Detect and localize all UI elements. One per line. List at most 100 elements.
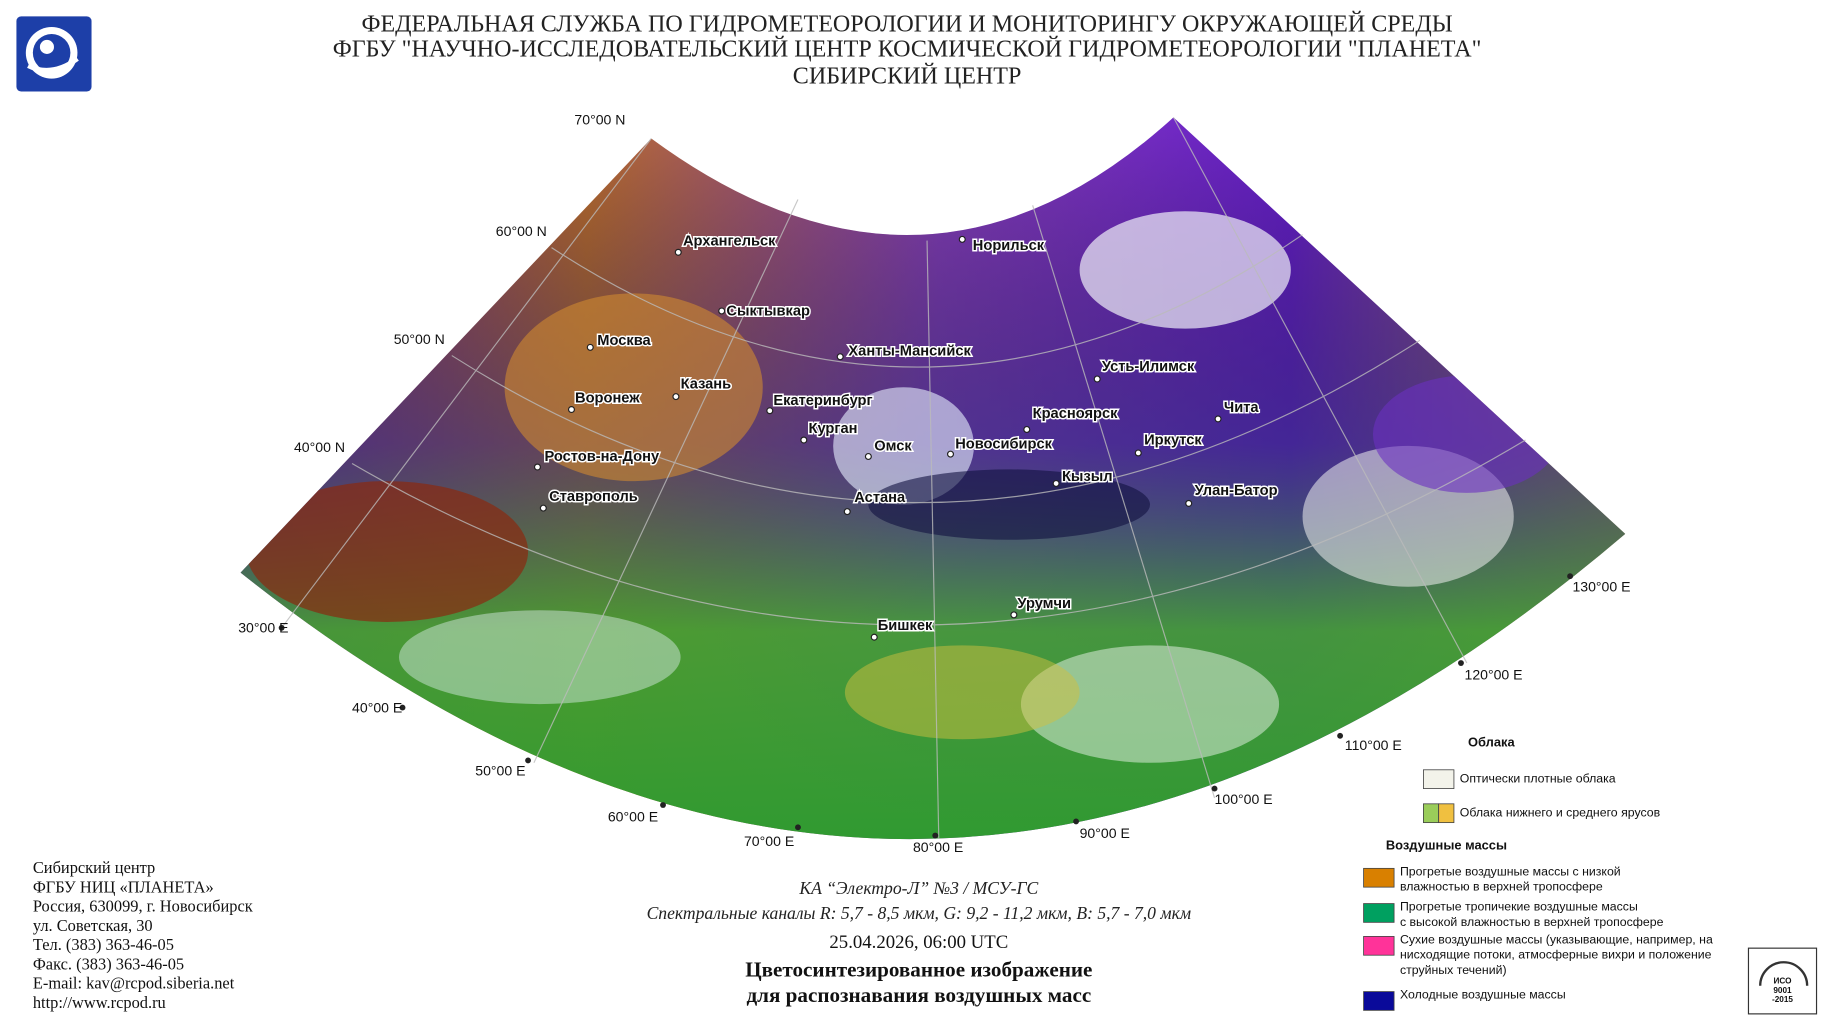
city-dot: [674, 248, 682, 256]
footer-line: ул. Советская, 30: [33, 916, 153, 935]
caption: КА “Электро-Л” №3 / МСУ-ГС Спектральные к…: [647, 878, 1191, 1007]
longitude-dot: [525, 757, 531, 764]
city-label: Ростов-на-Дону: [544, 449, 659, 465]
legend-label: Облака нижнего и среднего ярусов: [1460, 806, 1660, 820]
longitude-dot: [660, 802, 666, 808]
city-dot: [672, 393, 680, 401]
longitude-dot: [1211, 785, 1218, 792]
longitude-dot: [1567, 573, 1574, 580]
city-label: Астана: [854, 490, 906, 506]
city-dot: [800, 436, 808, 444]
city-label: Новосибирск: [955, 436, 1052, 452]
legend-label: Холодные воздушные массы: [1400, 988, 1566, 1002]
legend-swatch: [1363, 936, 1395, 956]
legend-swatch: [1363, 903, 1395, 923]
city-label: Норильск: [973, 238, 1045, 254]
legend-label: с высокой влажностью в верхней тропосфер…: [1400, 915, 1664, 929]
city-dot: [958, 235, 966, 243]
longitude-label: 80°00 E: [913, 839, 963, 855]
city-label: Воронеж: [575, 390, 640, 406]
logo: [16, 16, 92, 92]
legend-swatch: [1363, 991, 1395, 1011]
city-dot: [870, 633, 878, 641]
city-dot: [567, 406, 575, 414]
city-label: Красноярск: [1033, 406, 1118, 422]
longitude-label: 120°00 E: [1464, 666, 1522, 682]
latitude-label: 60°00 N: [496, 223, 547, 239]
footer-line: Россия, 630099, г. Новосибирск: [33, 897, 253, 916]
footer-line: Тел. (383) 363-46-05: [33, 935, 174, 954]
header-line: СИБИРСКИЙ ЦЕНТР: [793, 63, 1022, 89]
city-label: Ставрополь: [549, 489, 638, 505]
longitude-dot: [795, 824, 801, 831]
city-label: Усть-Илимск: [1102, 359, 1195, 375]
latitude-label: 50°00 N: [394, 331, 445, 347]
city-label: Екатеринбург: [773, 393, 872, 409]
footer-line: E-mail: kav@rcpod.siberia.net: [33, 974, 235, 993]
legend: Облака Оптически плотные облака Облака ниж…: [1363, 734, 1713, 1011]
longitude-dot: [1337, 732, 1344, 739]
city-label: Кызыл: [1062, 469, 1113, 485]
datetime: 25.04.2026, 06:00 UTC: [829, 932, 1008, 953]
caption-title: Цветосинтезированное изображение: [745, 957, 1092, 981]
longitude-dot: [1458, 660, 1464, 666]
footer-line: Факс. (383) 363-46-05: [33, 954, 184, 973]
city-label: Омск: [874, 439, 912, 455]
city-label: Бишкек: [878, 618, 933, 634]
city-label: Ханты-Мансийск: [848, 344, 971, 360]
city-dot: [946, 450, 955, 458]
city-dot: [766, 407, 774, 415]
city-dot: [1185, 499, 1193, 507]
footer-line: ФГБУ НИЦ «ПЛАНЕТА»: [33, 877, 214, 896]
city-dot: [1093, 375, 1101, 383]
city-label: Казань: [681, 376, 732, 392]
city-label: Курган: [809, 421, 858, 437]
city-dot: [836, 353, 844, 361]
longitude-label: 110°00 E: [1345, 737, 1402, 753]
legend-label: влажностью в верхней тропосфере: [1400, 880, 1603, 894]
city-dot: [1023, 425, 1031, 434]
footer-line: Сибирский центр: [33, 858, 155, 877]
city-label: Урумчи: [1017, 596, 1071, 612]
longitude-dot: [278, 624, 285, 631]
legend-title: Воздушные массы: [1386, 838, 1507, 853]
longitude-label: 40°00 E: [352, 699, 402, 715]
latitude-label: 70°00 N: [574, 111, 625, 127]
city-dot: [586, 343, 594, 351]
legend-label: нисходящие потоки, атмосферные вихри и п…: [1400, 948, 1712, 962]
graticule: [281, 117, 1526, 840]
longitude-label: 100°00 E: [1215, 791, 1273, 807]
city-label: Чита: [1224, 400, 1259, 416]
legend-swatch: [1423, 803, 1440, 824]
badge-text: 9001: [1773, 986, 1792, 995]
badge-text: ИСО: [1773, 976, 1792, 985]
legend-swatch: [1438, 803, 1455, 824]
header-line: ФГБУ "НАУЧНО-ИССЛЕДОВАТЕЛЬСКИЙ ЦЕНТР КОС…: [333, 36, 1482, 62]
channels: Спектральные каналы R: 5,7 - 8,5 мкм, G:…: [647, 903, 1191, 923]
legend-label: Прогретые тропичекие воздушные массы: [1400, 900, 1638, 914]
longitude-label: 90°00 E: [1080, 825, 1130, 841]
longitude-dot: [399, 704, 406, 711]
legend-label: Оптически плотные облака: [1460, 772, 1616, 786]
city-label: Москва: [597, 333, 651, 349]
latitude-label: 40°00 N: [294, 439, 345, 455]
legend-swatch: [1423, 769, 1455, 789]
city-dot: [718, 307, 726, 315]
satellite-name: КА “Электро-Л” №3 / МСУ-ГС: [798, 878, 1038, 898]
longitude-dot: [932, 832, 939, 839]
footer-line: http://www.rcpod.ru: [33, 993, 166, 1012]
city-label: Архангельск: [683, 233, 776, 249]
city-dot: [1134, 449, 1142, 457]
city-dot: [539, 504, 547, 512]
city-label: Сыктывкар: [726, 304, 810, 320]
city-label: Иркутск: [1144, 433, 1202, 449]
longitude-label: 60°00 E: [608, 808, 658, 824]
legend-swatch: [1363, 867, 1395, 888]
legend-title: Облака: [1468, 734, 1515, 749]
satellite-image: [240, 117, 1626, 840]
longitude-label: 30°00 E: [238, 619, 288, 635]
city-dot: [843, 508, 851, 516]
longitude-label: 50°00 E: [475, 763, 525, 779]
